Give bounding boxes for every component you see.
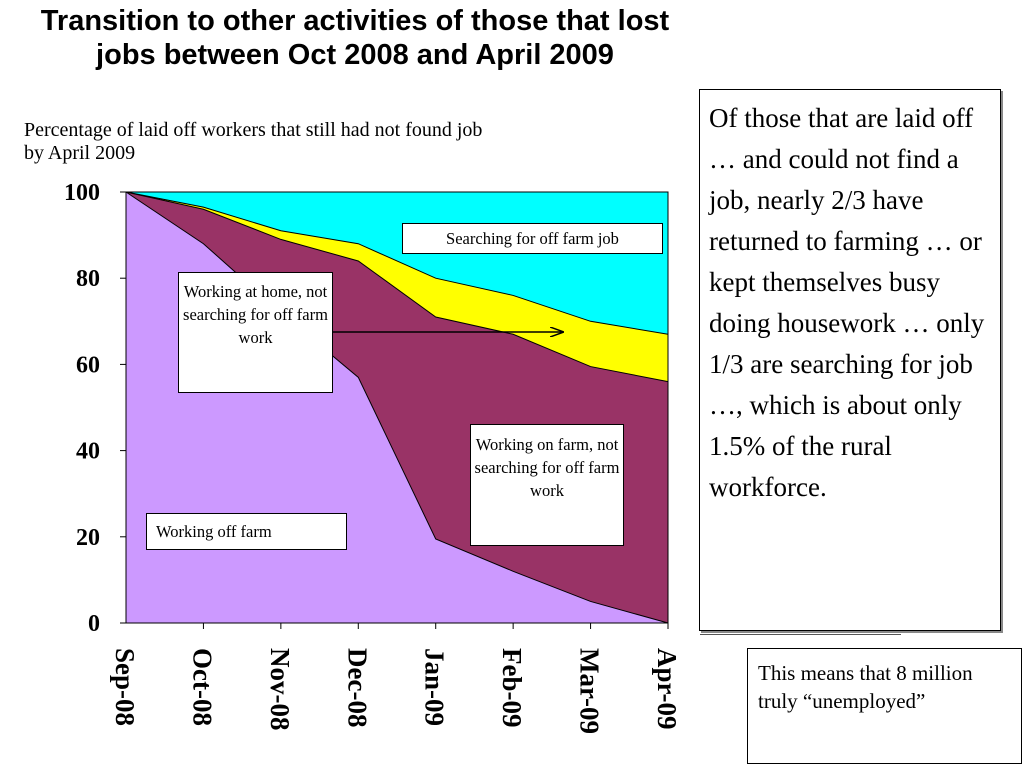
box-shadow-line bbox=[700, 631, 901, 635]
y-tick-label: 100 bbox=[64, 180, 100, 206]
x-tick-label: Apr-09 bbox=[652, 648, 682, 730]
y-tick-label: 40 bbox=[76, 439, 100, 465]
chart-subtitle: Percentage of laid off workers that stil… bbox=[24, 119, 483, 164]
x-tick-label: Jan-09 bbox=[420, 648, 450, 726]
y-tick-label: 0 bbox=[88, 611, 100, 637]
label-working-on-farm: Working on farm, not searching for off f… bbox=[470, 424, 624, 546]
plot-frame bbox=[125, 191, 669, 624]
label-searching-off-farm: Searching for off farm job bbox=[402, 223, 663, 254]
x-tick-label: Oct-08 bbox=[187, 648, 217, 726]
series-boundary-3 bbox=[125, 191, 669, 335]
x-tick-label: Feb-09 bbox=[497, 648, 527, 727]
y-tick-label: 20 bbox=[76, 525, 100, 551]
chart-title: Transition to other activities of those … bbox=[40, 5, 670, 71]
label-working-at-home: Working at home, not searching for off f… bbox=[178, 272, 333, 393]
x-tick-label: Mar-09 bbox=[575, 648, 605, 734]
y-tick-label: 80 bbox=[76, 266, 100, 292]
area-series-3 bbox=[126, 192, 668, 382]
series-boundary-1 bbox=[125, 191, 669, 383]
x-tick-label: Sep-08 bbox=[110, 648, 140, 726]
x-tick-label: Nov-08 bbox=[265, 648, 295, 731]
series-boundary-0 bbox=[125, 191, 669, 624]
x-tick-label: Dec-08 bbox=[342, 648, 372, 727]
commentary-box: Of those that are laid off … and could n… bbox=[699, 89, 1001, 631]
y-tick-label: 60 bbox=[76, 352, 100, 378]
label-working-off-farm: Working off farm bbox=[146, 513, 347, 550]
unemployed-note: This means that 8 million truly “unemplo… bbox=[747, 648, 1022, 764]
